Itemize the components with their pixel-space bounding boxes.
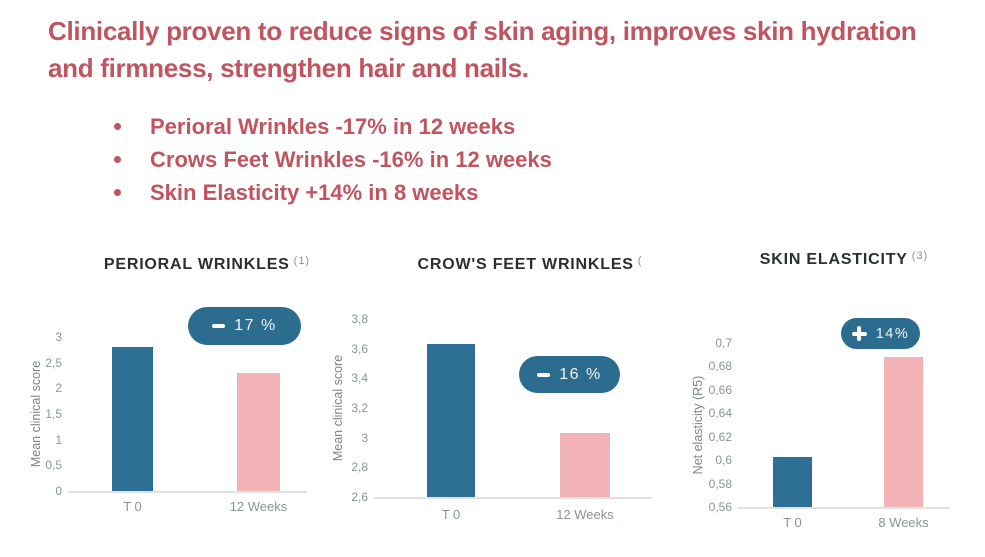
bullet-text: Perioral Wrinkles -17% in 12 weeks	[150, 114, 516, 139]
bullet-dot	[114, 123, 121, 130]
y-tick-label: 0,68	[708, 359, 732, 374]
y-tick-label: 0,56	[708, 500, 732, 514]
bar-12-weeks	[560, 433, 610, 497]
change-badge: 14%	[841, 318, 920, 349]
change-badge: 16 %	[519, 356, 620, 393]
change-badge: 17 %	[188, 307, 301, 345]
bullet-item: Perioral Wrinkles -17% in 12 weeks	[114, 115, 552, 138]
chart-title-superscript: (1)	[293, 255, 311, 267]
chart-title: PERIORAL WRINKLES (1)	[103, 255, 311, 274]
chart-perioral-wrinkles: PERIORAL WRINKLES (1) Mean clinical score 3…	[29, 250, 350, 522]
axis-baseline	[68, 491, 307, 493]
bullet-item: Skin Elasticity +14% in 8 weeks	[114, 181, 552, 204]
y-tick-label: 2,8	[351, 460, 368, 475]
bullet-list: Perioral Wrinkles -17% in 12 weeks Crows…	[114, 115, 552, 214]
plus-icon	[851, 326, 867, 341]
chart-crow-s-feet-wrinkles: CROW'S FEET WRINKLES(Mean clinical score…	[330, 250, 660, 530]
y-tick-label: 2	[55, 381, 62, 396]
badge-value: 16 %	[559, 365, 602, 383]
x-axis-label: T 0	[123, 499, 142, 514]
bar-12-weeks	[237, 372, 280, 491]
y-tick-label: 3,2	[351, 401, 368, 415]
y-tick-label: 1,5	[45, 407, 62, 421]
y-tick-label: 3,4	[351, 371, 368, 386]
y-tick-label: 3	[55, 330, 62, 344]
y-tick-label: 3	[361, 430, 368, 445]
y-tick-label: 2,5	[45, 355, 62, 370]
y-tick-label: 0,6	[715, 453, 732, 468]
y-tick-label: 0,5	[45, 458, 62, 473]
axis-baseline	[374, 497, 652, 499]
bar-8-weeks	[884, 357, 923, 507]
x-axis-label: T 0	[441, 507, 461, 522]
chart-title-superscript: (	[637, 255, 643, 267]
chart-title-text: CROW'S FEET WRINKLES	[417, 256, 634, 273]
bar-t-0	[773, 456, 812, 507]
x-axis-label: 12 Weeks	[556, 507, 614, 522]
x-axis-label: T 0	[783, 515, 802, 530]
bar-t-0	[112, 347, 153, 491]
y-tick-label: 0,7	[715, 336, 732, 350]
bullet-dot	[114, 189, 121, 196]
chart-title: CROW'S FEET WRINKLES(	[417, 255, 643, 274]
y-tick-label: 0	[55, 484, 62, 498]
chart-skin-elasticity: SKIN ELASTICITY (3) Net elasticity (R5) 0,7…	[690, 245, 985, 540]
bullet-text: Crows Feet Wrinkles -16% in 12 weeks	[150, 147, 552, 172]
bar-t-0	[427, 344, 475, 497]
badge-value: 14%	[875, 325, 910, 342]
bullet-dot	[114, 156, 121, 163]
badge-value: 17 %	[234, 317, 277, 334]
bullet-text: Skin Elasticity +14% in 8 weeks	[150, 180, 479, 205]
chart-title: SKIN ELASTICITY (3)	[759, 250, 929, 269]
bullet-item: Crows Feet Wrinkles -16% in 12 weeks	[114, 148, 552, 171]
chart-title-text: SKIN ELASTICITY	[759, 251, 908, 268]
page-title: Clinically proven to reduce signs of ski…	[48, 16, 917, 83]
chart-title-text: PERIORAL WRINKLES	[103, 256, 290, 273]
x-axis-label: 8 Weeks	[878, 515, 929, 530]
x-axis-label: 12 Weeks	[229, 499, 288, 514]
y-tick-label: 0,62	[708, 429, 732, 444]
y-tick-label: 3,6	[351, 341, 368, 356]
y-tick-label: 3,8	[351, 312, 368, 326]
minus-icon	[537, 372, 551, 377]
chart-title-superscript: (3)	[911, 250, 929, 262]
y-tick-label: 2,6	[351, 490, 368, 504]
y-tick-label: 0,58	[708, 476, 732, 491]
minus-icon	[212, 324, 226, 328]
y-tick-label: 1	[55, 432, 62, 447]
axis-baseline	[737, 507, 950, 509]
y-tick-label: 0,64	[708, 406, 732, 421]
y-tick-label: 0,66	[708, 382, 732, 397]
